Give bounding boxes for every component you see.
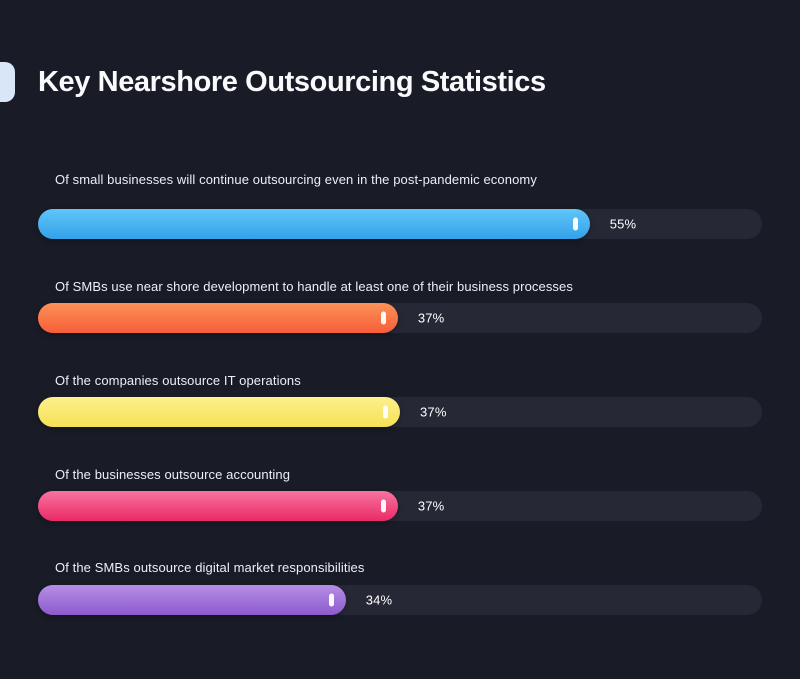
bar-track: 55% bbox=[38, 209, 762, 239]
bar-label: Of small businesses will continue outsou… bbox=[55, 172, 537, 187]
bar-track: 37% bbox=[38, 397, 762, 427]
bar-handle-icon bbox=[572, 217, 578, 231]
bar-label: Of SMBs use near shore development to ha… bbox=[55, 279, 573, 294]
bar-handle-icon bbox=[380, 499, 386, 513]
bar-value: 55% bbox=[609, 216, 637, 232]
bar-value: 37% bbox=[417, 498, 445, 514]
title-accent-tab bbox=[0, 62, 15, 102]
bar-value: 37% bbox=[420, 404, 447, 420]
bar-track: 37% bbox=[38, 303, 762, 333]
bar-value: 37% bbox=[417, 310, 445, 326]
bar-handle-icon bbox=[383, 405, 388, 419]
bar-fill bbox=[38, 397, 400, 427]
bar-handle-icon bbox=[380, 311, 386, 325]
bar-handle-icon bbox=[328, 593, 334, 607]
bar-fill bbox=[38, 303, 398, 333]
bar-fill bbox=[38, 585, 346, 615]
bar-label: Of the SMBs outsource digital market res… bbox=[55, 560, 365, 575]
bar-fill bbox=[38, 491, 398, 521]
bar-value: 34% bbox=[365, 592, 393, 608]
bar-label: Of the companies outsource IT operations bbox=[55, 373, 301, 388]
page-title: Key Nearshore Outsourcing Statistics bbox=[38, 66, 546, 98]
bar-label: Of the businesses outsource accounting bbox=[55, 467, 291, 482]
bar-track: 37% bbox=[38, 491, 762, 521]
bar-track: 34% bbox=[38, 585, 762, 615]
bar-fill bbox=[38, 209, 590, 239]
